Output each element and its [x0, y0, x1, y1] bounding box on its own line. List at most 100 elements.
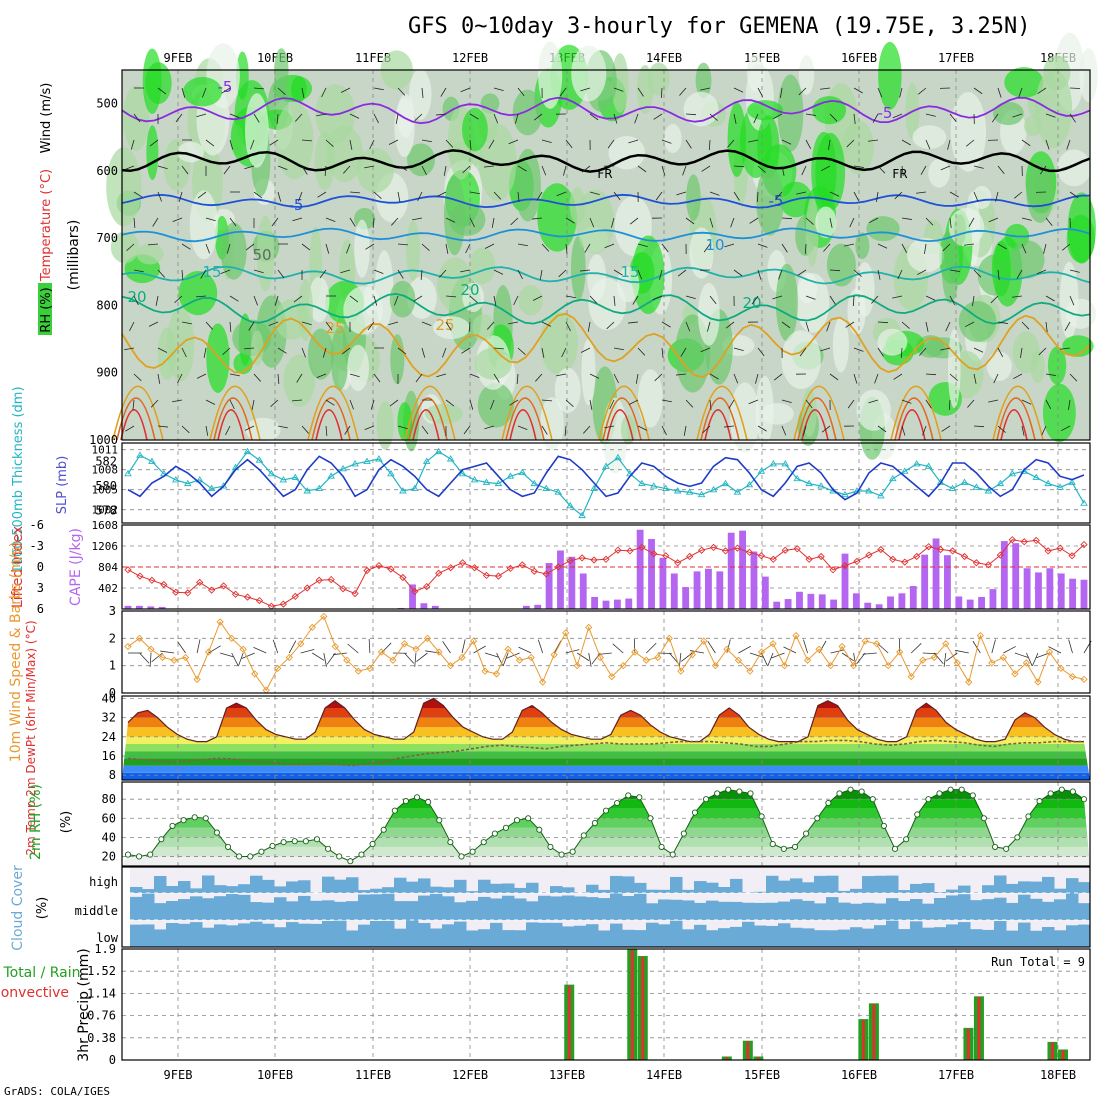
cloud-bar-middle: [730, 901, 743, 920]
wind-barb: [316, 373, 327, 378]
cloud-bar-low: [226, 925, 239, 947]
temp-line: [127, 697, 1084, 743]
cloud-bar-low: [982, 929, 995, 947]
wind-barb-10m: [312, 652, 325, 661]
wind-speed-point: [181, 653, 190, 662]
wind-barb: [517, 269, 523, 280]
rh-cell: [474, 347, 512, 380]
wind-barb: [301, 87, 305, 98]
li-point: [470, 564, 479, 572]
rh-cell: [811, 131, 837, 211]
thickness-line: [127, 450, 1085, 517]
cape-bar: [796, 591, 803, 609]
rh-cell: [394, 98, 415, 157]
rh-point: [1025, 813, 1032, 820]
wind-barb: [460, 87, 471, 93]
temp-contour--5: [121, 193, 1090, 209]
rh-cell: [877, 328, 908, 356]
wind-barb: [1020, 347, 1023, 358]
rh-cell: [146, 125, 159, 180]
rh-cell: [950, 92, 987, 172]
wind-barb-10m: [149, 652, 152, 667]
cloud-bar-low: [490, 922, 503, 947]
cloud-bar-high: [466, 891, 479, 893]
cape-bar: [693, 571, 701, 609]
rh-cell: [472, 314, 495, 342]
thickness-point: [566, 501, 574, 509]
wind-barb: [820, 87, 831, 90]
li-point: [865, 551, 873, 559]
li-point: [435, 569, 443, 577]
wind-barb: [757, 347, 765, 357]
temp-contour-10: [121, 227, 1091, 243]
wind-barb: [654, 373, 663, 382]
rh-cell: [616, 266, 640, 303]
wind-barb: [917, 87, 927, 95]
rh-cell: [145, 62, 172, 105]
li-point: [996, 551, 1004, 559]
thickness-point: [411, 484, 419, 491]
wind-barb: [292, 217, 303, 222]
cloud-bar-low: [538, 922, 551, 947]
wind-barb: [637, 425, 648, 431]
temp-frame: [121, 695, 1091, 781]
cape-bar: [909, 586, 917, 609]
cloud-bar-low: [994, 921, 1007, 947]
rh-point: [202, 815, 209, 822]
wind-barb: [685, 399, 694, 408]
wind-barb: [397, 243, 408, 246]
wind-barb: [516, 373, 519, 384]
wind-barb-10m: [955, 649, 969, 654]
li-point: [482, 571, 491, 580]
bottom-date-12FEB: 12FEB: [452, 1068, 488, 1082]
wind-speed-point: [757, 648, 766, 656]
rh-cell: [798, 55, 815, 95]
thickness-point: [1032, 473, 1040, 480]
cloud-bar-high: [994, 875, 1007, 893]
wind-barb: [126, 243, 135, 251]
wind-barb: [373, 191, 382, 199]
precip-conv-bar: [861, 1020, 865, 1060]
top-date-17FEB: 17FEB: [938, 51, 974, 65]
wind-barb: [730, 217, 735, 228]
upper-frame: [121, 69, 1091, 441]
wind-barb-10m: [1003, 646, 1016, 654]
wind-barb: [469, 217, 475, 228]
rh-point: [147, 851, 154, 858]
wind-barb: [661, 347, 664, 358]
wind-barb-10m: [323, 652, 327, 667]
cloud-bar-low: [154, 929, 167, 947]
cloud-bar-high: [274, 886, 287, 893]
wind-barb: [964, 243, 975, 246]
slp-tick-1005: 1005: [92, 484, 119, 497]
wind-barb-10m: [830, 649, 845, 654]
wind-barb: [949, 217, 952, 228]
rh-cell: [514, 148, 541, 222]
cloud-bar-high: [898, 890, 911, 893]
wind-barb-10m: [1014, 652, 1029, 658]
wind-speed-point: [873, 640, 881, 648]
wind-barb: [797, 269, 807, 276]
rh-cell: [695, 62, 712, 99]
wind-barb: [748, 399, 759, 405]
cape-bar: [613, 599, 621, 609]
wind-barb: [205, 425, 209, 436]
wind-barb: [925, 139, 931, 150]
wind-barb: [581, 165, 591, 173]
cloud-bar-middle: [706, 900, 719, 920]
cape-bar: [1046, 568, 1054, 609]
li-line: [127, 539, 1085, 607]
cloud-bar-high: [250, 875, 263, 893]
wind-barb: [829, 269, 841, 272]
li-point: [733, 544, 742, 552]
wind-barb: [1016, 269, 1023, 279]
thickness-point: [972, 483, 981, 490]
wind-barb: [805, 217, 814, 225]
li-point: [554, 563, 562, 571]
wind-barb: [468, 321, 471, 332]
cloud-bar-high: [946, 889, 959, 893]
li-point: [972, 559, 981, 567]
wind-barb: [798, 87, 807, 96]
wind-barb: [853, 347, 864, 352]
rh-point: [514, 817, 521, 824]
